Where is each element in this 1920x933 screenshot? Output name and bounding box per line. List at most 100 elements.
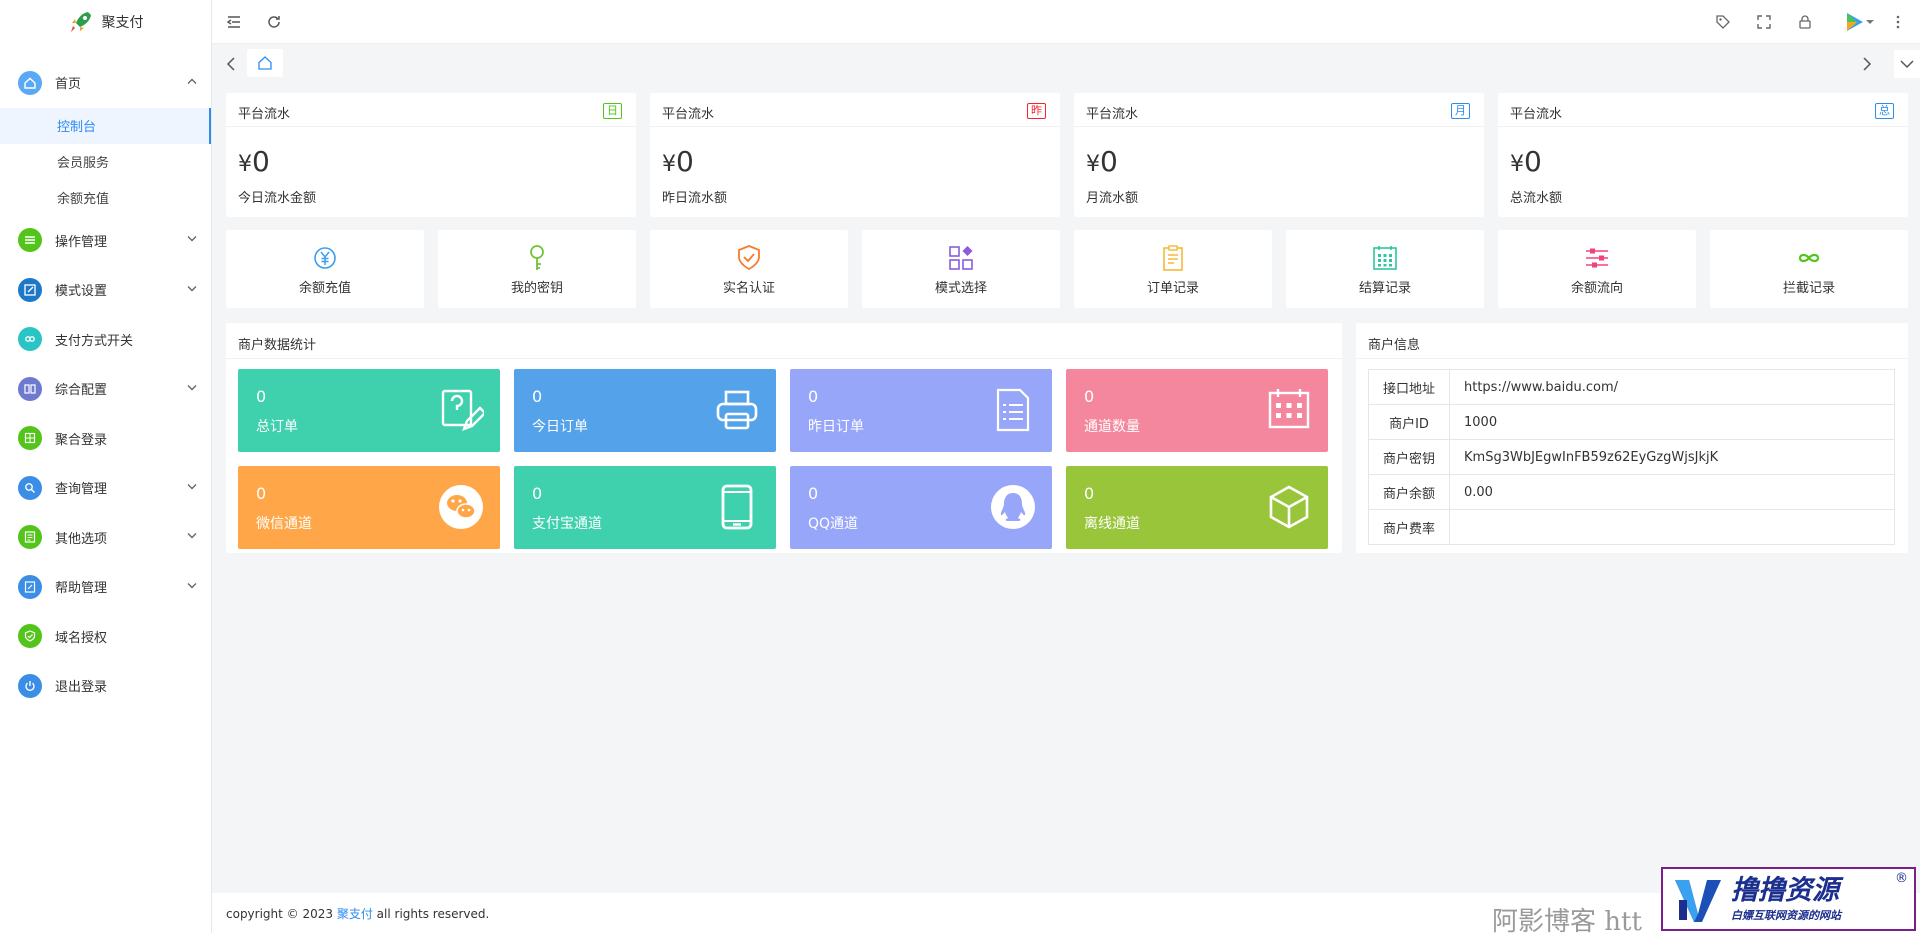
sidebar-item-4[interactable]: 综合配置 — [0, 364, 211, 414]
lock-icon[interactable] — [1795, 12, 1815, 32]
sidebar-item-label: 综合配置 — [55, 383, 108, 399]
watermark-text: 阿影博客 htt — [1492, 907, 1642, 933]
sidebar-item-3[interactable]: 支付方式开关 — [0, 315, 211, 365]
sliders-icon — [1586, 248, 1608, 267]
watermark-slogan: 白嫖互联网资源的网站 — [1731, 909, 1841, 922]
tile-label: 今日订单 — [532, 419, 588, 435]
fullscreen-icon[interactable] — [1754, 12, 1774, 32]
tile-label: 离线通道 — [1084, 516, 1140, 532]
tile-value: 0 — [256, 484, 267, 503]
stat-tile[interactable]: 0 总订单 — [238, 369, 500, 452]
sidebar-item-10[interactable]: 退出登录 — [0, 661, 211, 711]
stat-tile[interactable]: 0 微信通道 — [238, 466, 500, 549]
sidebar-item-8[interactable]: 帮助管理 — [0, 562, 211, 612]
sidebar-item-label: 查询管理 — [55, 482, 108, 498]
info-key: 商户费率 — [1368, 509, 1450, 545]
home-icon — [258, 56, 272, 70]
sidebar-item-1[interactable]: 操作管理 — [0, 216, 211, 266]
chevron-down-icon — [187, 581, 197, 592]
app-title: 聚支付 — [101, 15, 144, 31]
book-icon — [18, 376, 42, 401]
tab-next-icon[interactable] — [1862, 56, 1872, 75]
tile-label: 昨日订单 — [808, 419, 864, 435]
sidebar-item-9[interactable]: 域名授权 — [0, 612, 211, 662]
shortcut-label: 我的密钥 — [510, 280, 563, 296]
sidebar-item-label: 操作管理 — [55, 234, 108, 250]
watermark-brand: 撸撸资源 — [1731, 875, 1839, 906]
tile-label: 总订单 — [256, 419, 298, 435]
stat-tile[interactable]: 0 今日订单 — [514, 369, 776, 452]
stat-tile[interactable]: 0 昨日订单 — [790, 369, 1052, 452]
tab-bar — [212, 46, 1920, 84]
shortcut-1[interactable]: 我的密钥 — [438, 230, 636, 308]
stat-title: 平台流水 — [1074, 93, 1484, 127]
sidebar-item-6[interactable]: 查询管理 — [0, 463, 211, 513]
merchant-info-panel: 商户信息 接口地址 https://www.baidu.com/商户ID 1000 商… — [1356, 323, 1908, 553]
shortcut-label: 模式选择 — [934, 280, 987, 296]
power-icon — [18, 673, 42, 698]
home-icon — [18, 70, 42, 95]
stat-amount: 0 — [676, 145, 694, 178]
info-value: 0.00 — [1449, 474, 1895, 510]
sidebar-item-0[interactable]: 首页 — [0, 58, 211, 108]
help-icon — [18, 574, 42, 599]
tab-prev-icon[interactable] — [226, 56, 236, 75]
stat-tile[interactable]: 0 QQ通道 — [790, 466, 1052, 549]
sidebar-item-5[interactable]: 聚合登录 — [0, 414, 211, 464]
shortcut-5[interactable]: 结算记录 — [1286, 230, 1484, 308]
footer-brand-link[interactable]: 聚支付 — [336, 907, 373, 921]
sidebar-item-7[interactable]: 其他选项 — [0, 513, 211, 563]
link-icon — [18, 327, 42, 352]
sidebar-item-label: 模式设置 — [55, 284, 108, 300]
user-avatar[interactable] — [1840, 12, 1868, 32]
tile-value: 0 — [1084, 387, 1095, 406]
sidebar-subitem-2[interactable]: 余额充值 — [57, 192, 110, 207]
stat-tile[interactable]: 0 支付宝通道 — [514, 466, 776, 549]
tag-icon[interactable] — [1713, 12, 1733, 32]
info-key: 接口地址 — [1368, 369, 1450, 405]
top-header — [212, 0, 1920, 44]
sidebar-subitem-1[interactable]: 会员服务 — [57, 156, 110, 171]
shortcut-7[interactable]: 拦截记录 — [1710, 230, 1908, 308]
watermark-badge: 撸撸资源 白嫖互联网资源的网站 ® — [1661, 867, 1916, 931]
stat-title: 平台流水 — [1498, 93, 1908, 127]
shortcut-label: 结算记录 — [1358, 280, 1411, 296]
edit-icon — [18, 277, 42, 302]
sidebar-item-2[interactable]: 模式设置 — [0, 265, 211, 315]
sidebar-item-label: 退出登录 — [55, 680, 108, 696]
currency-symbol: ¥ — [662, 152, 676, 177]
shortcut-2[interactable]: 实名认证 — [650, 230, 848, 308]
currency-symbol: ¥ — [238, 152, 252, 177]
qq-icon — [991, 485, 1035, 529]
tab-menu-icon[interactable] — [1894, 50, 1920, 78]
shortcut-6[interactable]: 余额流向 — [1498, 230, 1696, 308]
shortcut-label: 余额流向 — [1570, 280, 1623, 296]
stat-tile[interactable]: 0 通道数量 — [1066, 369, 1328, 452]
merchant-info-table: 接口地址 https://www.baidu.com/商户ID 1000 商户密钥 Km… — [1368, 369, 1895, 545]
stat-amount: 0 — [252, 145, 270, 178]
tile-label: 通道数量 — [1084, 419, 1140, 435]
info-value: https://www.baidu.com/ — [1449, 369, 1895, 405]
menu-collapse-icon[interactable] — [224, 12, 244, 32]
edit-doc-icon — [441, 389, 484, 432]
info-row: 接口地址 https://www.baidu.com/ — [1368, 369, 1895, 405]
info-value — [1449, 509, 1895, 545]
clipboard-icon — [1163, 244, 1183, 271]
sidebar-submenu: 控制台会员服务余额充值 — [0, 107, 211, 216]
shortcut-0[interactable]: 余额充值 — [226, 230, 424, 308]
app-logo[interactable]: 聚支付 — [0, 0, 211, 44]
watermark-registered: ® — [1895, 871, 1908, 886]
shield-check-icon — [738, 244, 760, 270]
caret-down-icon[interactable] — [1864, 12, 1876, 32]
tile-value: 0 — [808, 387, 819, 406]
stat-tile[interactable]: 0 离线通道 — [1066, 466, 1328, 549]
stat-card: 平台流水总 ¥0 总流水额 — [1498, 93, 1908, 217]
shortcut-4[interactable]: 订单记录 — [1074, 230, 1272, 308]
sidebar-subitem-0[interactable]: 控制台 — [0, 107, 211, 144]
shortcut-label: 拦截记录 — [1782, 280, 1835, 296]
refresh-icon[interactable] — [264, 12, 284, 32]
tab-home[interactable] — [247, 49, 283, 77]
stat-subtitle: 今日流水金额 — [238, 191, 317, 206]
more-icon[interactable] — [1892, 12, 1904, 32]
shortcut-3[interactable]: 模式选择 — [862, 230, 1060, 308]
